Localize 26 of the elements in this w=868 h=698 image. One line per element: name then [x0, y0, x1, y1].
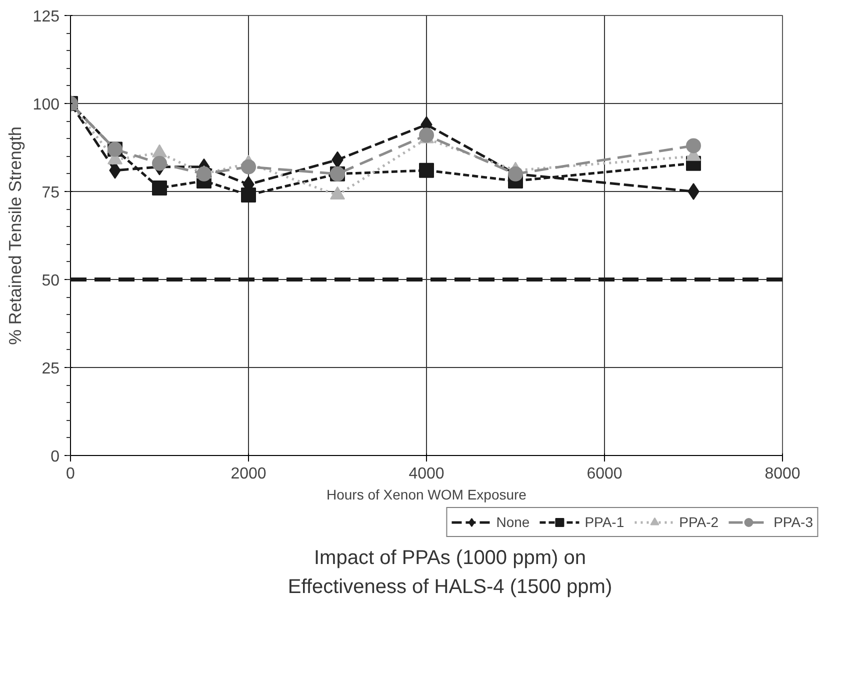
- point: [241, 159, 256, 174]
- y-tick-label: 100: [32, 96, 60, 114]
- point: [241, 188, 256, 203]
- point: [688, 183, 700, 200]
- y-tick-label: 50: [42, 272, 60, 290]
- legend-label: None: [496, 514, 530, 530]
- text: Impact of PPAs (1000 ppm) on Effectiveness of HALS-4 (1500 ppm): [288, 546, 612, 600]
- y-tick-label: 75: [42, 184, 60, 202]
- x-tick-label: 0: [66, 466, 76, 482]
- legend-label: PPA-3: [774, 514, 813, 530]
- y-tick-label: 125: [32, 8, 60, 26]
- point: [419, 162, 434, 178]
- x-tick-label: 8000: [764, 466, 800, 482]
- x-tick-label: 4000: [408, 466, 444, 482]
- y-tick-label: 0: [50, 448, 60, 466]
- x-axis-title: Hours of Xenon WOM Exposure: [326, 486, 527, 502]
- point: [686, 138, 701, 154]
- y-tick-label: 25: [42, 360, 60, 378]
- x-tick-label: 6000: [586, 466, 622, 482]
- point: [152, 180, 167, 196]
- x-tick-label: 2000: [230, 466, 266, 482]
- point: [152, 156, 167, 171]
- y-axis-title: % Retained Tensile Strength: [4, 126, 25, 345]
- legend-label: PPA-2: [679, 514, 719, 530]
- point: [196, 166, 212, 182]
- legend-label: PPA-1: [584, 514, 624, 530]
